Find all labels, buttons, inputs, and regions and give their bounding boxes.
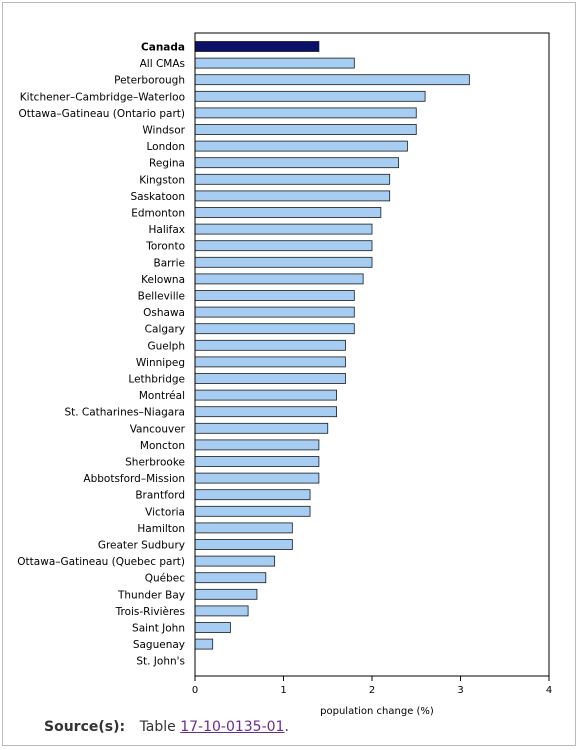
category-label-oshawa: Oshawa (143, 307, 185, 319)
bar-kelowna[interactable] (194, 273, 364, 285)
bar-quebec[interactable] (194, 572, 267, 584)
bar-toronto[interactable] (194, 240, 373, 252)
category-label-st-catharines-niagara: St. Catharines–Niagara (64, 407, 185, 419)
category-label-vancouver: Vancouver (130, 423, 186, 435)
category-label-regina: Regina (149, 158, 185, 170)
category-label-toronto: Toronto (145, 241, 185, 253)
bar-canada[interactable] (194, 41, 320, 52)
bar-all-cmas[interactable] (194, 57, 355, 69)
category-label-abbotsford-mission: Abbotsford–Mission (83, 473, 185, 485)
category-label-greater-sudbury: Greater Sudbury (98, 540, 185, 552)
category-label-saint-john: Saint John (132, 623, 185, 635)
source-note: Source(s): Table 17-10-0135-01. (44, 719, 289, 735)
bar-moncton[interactable] (194, 439, 320, 451)
category-label-all-cmas: All CMAs (140, 58, 185, 70)
category-label-thunder-bay: Thunder Bay (117, 589, 185, 601)
bar-calgary[interactable] (194, 323, 355, 335)
bar-saskatoon[interactable] (194, 190, 391, 202)
bar-brantford[interactable] (194, 489, 311, 501)
category-label-belleville: Belleville (138, 291, 185, 303)
bar-belleville[interactable] (194, 290, 355, 301)
bar-windsor[interactable] (194, 124, 417, 135)
category-label-kitchener-cambridge-waterloo: Kitchener–Cambridge–Waterloo (20, 91, 185, 103)
bar-sherbrooke[interactable] (194, 456, 320, 467)
category-label-london: London (147, 141, 186, 153)
bar-halifax[interactable] (194, 223, 373, 235)
bar-trois-rivieres[interactable] (194, 605, 249, 617)
source-text: Table (139, 719, 176, 735)
bar-lethbridge[interactable] (194, 373, 346, 384)
x-tick-label-4: 4 (546, 685, 552, 696)
bar-greater-sudbury[interactable] (194, 539, 293, 550)
category-label-moncton: Moncton (140, 440, 185, 452)
bar-victoria[interactable] (194, 505, 311, 517)
category-label-peterborough: Peterborough (114, 75, 185, 87)
category-label-ottawa-gatineau-quebec-part: Ottawa–Gatineau (Quebec part) (17, 556, 185, 568)
category-label-brantford: Brantford (135, 490, 185, 502)
bar-abbotsford-mission[interactable] (194, 472, 320, 484)
category-label-calgary: Calgary (145, 324, 185, 336)
x-axis-title: population change (%) (320, 706, 434, 717)
category-label-st-john-s: St. John's (136, 656, 185, 668)
category-label-barrie: Barrie (154, 257, 185, 269)
category-label-lethbridge: Lethbridge (128, 374, 185, 386)
source-table-link[interactable]: 17-10-0135-01 (180, 719, 285, 735)
bar-hamilton[interactable] (194, 522, 293, 534)
source-suffix: . (284, 719, 289, 735)
bar-barrie[interactable] (194, 256, 373, 268)
bar-peterborough[interactable] (194, 74, 470, 86)
bar-vancouver[interactable] (194, 422, 329, 434)
x-tick-label-2: 2 (369, 685, 375, 696)
bar-ottawa-gatineau-ontario-part[interactable] (194, 107, 417, 119)
bar-edmonton[interactable] (194, 207, 382, 218)
category-label-hamilton: Hamilton (137, 523, 185, 535)
category-label-sherbrooke: Sherbrooke (125, 457, 185, 469)
x-tick-label-3: 3 (457, 685, 463, 696)
bar-guelph[interactable] (194, 339, 346, 351)
category-label-montreal: Montréal (139, 390, 185, 402)
bars-layer (194, 41, 470, 650)
category-label-kelowna: Kelowna (141, 274, 185, 286)
category-label-trois-rivieres: Trois-Rivières (115, 606, 185, 618)
category-label-guelph: Guelph (148, 340, 186, 352)
category-label-winnipeg: Winnipeg (136, 357, 185, 369)
bar-kingston[interactable] (194, 173, 391, 185)
category-label-edmonton: Edmonton (131, 208, 185, 220)
category-label-quebec: Québec (145, 573, 186, 585)
x-tick-label-0: 0 (192, 685, 198, 696)
bar-oshawa[interactable] (194, 306, 355, 318)
category-label-kingston: Kingston (139, 174, 185, 186)
source-label: Source(s): (44, 719, 126, 735)
category-label-windsor: Windsor (142, 125, 185, 137)
bar-winnipeg[interactable] (194, 356, 346, 368)
bar-montreal[interactable] (194, 389, 338, 401)
category-label-ottawa-gatineau-ontario-part: Ottawa–Gatineau (Ontario part) (18, 108, 185, 120)
category-labels: Canada All CMAs Peterborough Kitchener–Camb… (17, 42, 185, 668)
category-label-canada: Canada (141, 42, 185, 54)
x-axis: 0 1 2 3 4 population change (%) (192, 32, 552, 717)
bar-thunder-bay[interactable] (194, 588, 258, 600)
bar-saint-john[interactable] (194, 622, 231, 633)
bar-london[interactable] (194, 140, 408, 152)
bar-kitchener-cambridge-waterloo[interactable] (194, 90, 426, 102)
x-tick-label-1: 1 (280, 685, 286, 696)
bar-regina[interactable] (194, 157, 399, 169)
category-label-saskatoon: Saskatoon (130, 191, 185, 203)
category-label-victoria: Victoria (145, 506, 185, 518)
category-label-halifax: Halifax (148, 224, 185, 236)
bar-ottawa-gatineau-quebec-part[interactable] (194, 555, 276, 567)
bar-saguenay[interactable] (194, 638, 214, 650)
category-label-saguenay: Saguenay (133, 639, 185, 651)
bar-st-catharines-niagara[interactable] (194, 406, 338, 418)
